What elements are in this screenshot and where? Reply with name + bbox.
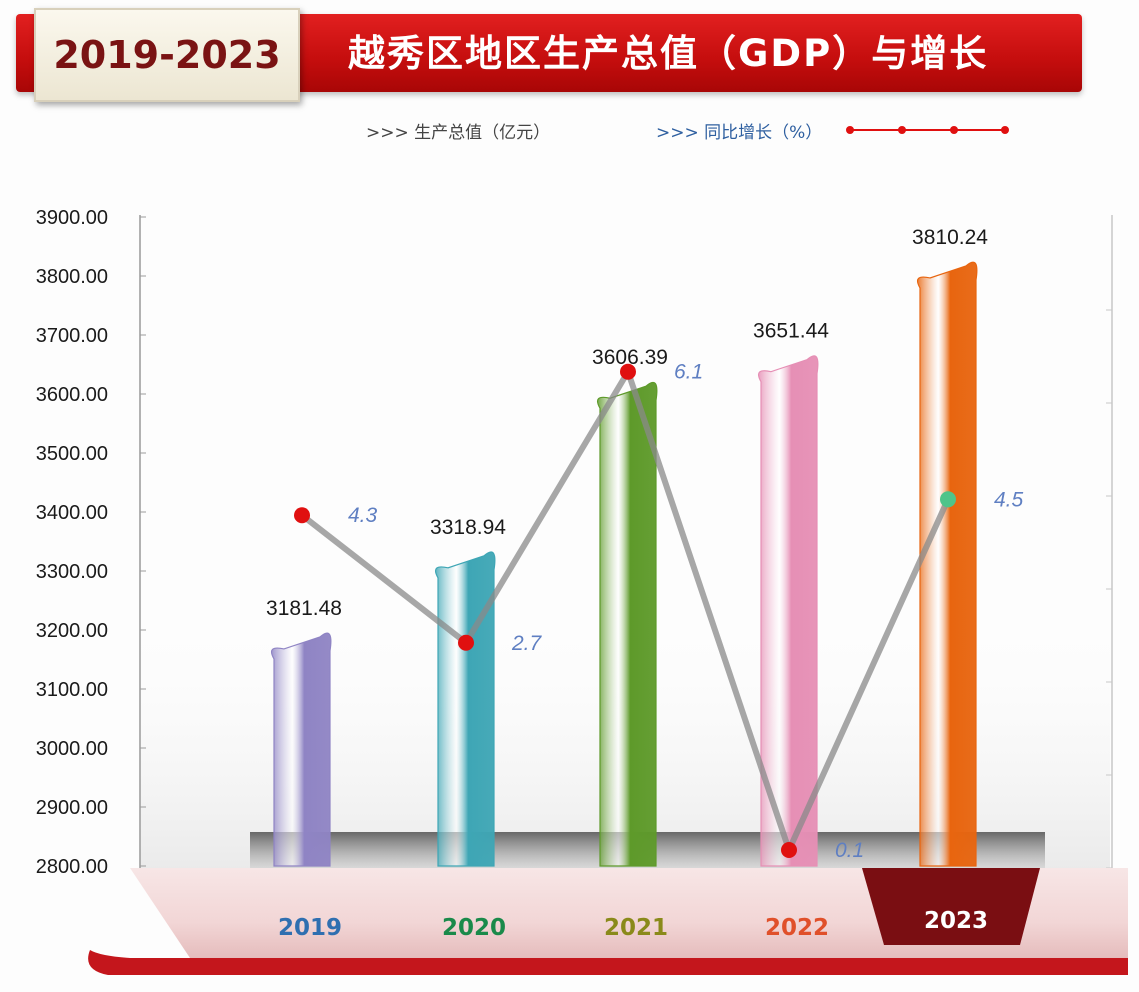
- y-tick-label: 3600.00: [36, 384, 108, 406]
- legend-growth-dot: [898, 126, 906, 134]
- y-tick-label: 3700.00: [36, 325, 108, 347]
- growth-marker: [620, 363, 636, 380]
- highlight-2023-tab: [862, 868, 1040, 945]
- legend-growth: >>> 同比增长（%）: [656, 123, 823, 143]
- bar-2022: [758, 355, 819, 867]
- chart-title: 越秀区地区生产总值（GDP）与增长: [348, 32, 989, 75]
- growth-value-label: 4.5: [994, 488, 1024, 511]
- growth-value-label: 6.1: [674, 361, 703, 384]
- bar-2020: [435, 551, 496, 867]
- growth-value-label: 0.1: [835, 839, 864, 862]
- y-tick-label: 3000.00: [36, 738, 108, 760]
- y-tick-label: 3500.00: [36, 443, 108, 465]
- bar-2021: [597, 381, 658, 867]
- y-tick-label: 3400.00: [36, 502, 108, 524]
- growth-marker: [940, 491, 956, 508]
- legend-gdp: >>> 生产总值（亿元）: [366, 123, 551, 143]
- y-tick-label: 3900.00: [36, 207, 108, 229]
- bar-value-label: 3810.24: [912, 226, 988, 249]
- year-range-tag: 2019-2023: [34, 8, 300, 102]
- legend-growth-dot: [1001, 126, 1009, 134]
- base-red-strip: [88, 950, 1128, 975]
- y-tick-label: 3800.00: [36, 266, 108, 288]
- growth-marker: [781, 842, 797, 859]
- bar-value-label: 3181.48: [266, 597, 342, 620]
- y-tick-label: 3300.00: [36, 561, 108, 583]
- growth-value-label: 4.3: [348, 504, 378, 527]
- y-tick-label: 3100.00: [36, 679, 108, 701]
- growth-marker: [294, 507, 310, 524]
- bar-value-label: 3318.94: [430, 516, 506, 539]
- category-label-2020: 2020: [442, 915, 506, 941]
- bar-value-label: 3606.39: [592, 346, 668, 369]
- category-label-2021: 2021: [604, 915, 668, 941]
- legend-growth-dot: [950, 126, 958, 134]
- legend-growth-dot: [846, 126, 854, 134]
- y-tick-label: 3200.00: [36, 620, 108, 642]
- bar-value-label: 3651.44: [753, 320, 829, 343]
- y-tick-label: 2900.00: [36, 797, 108, 819]
- category-label-2022: 2022: [765, 915, 829, 941]
- bar-2023: [917, 261, 978, 867]
- legend-growth-sample: [846, 126, 1009, 134]
- category-label-2019: 2019: [278, 915, 342, 941]
- bar-2019: [271, 632, 332, 867]
- growth-value-label: 2.7: [511, 632, 543, 655]
- category-label-2023: 2023: [924, 908, 988, 934]
- growth-marker: [458, 634, 474, 651]
- y-tick-label: 2800.00: [36, 856, 108, 878]
